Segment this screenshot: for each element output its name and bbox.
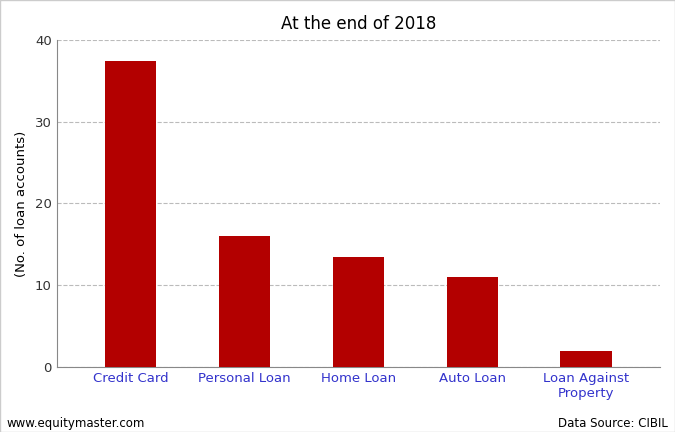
Text: Data Source: CIBIL: Data Source: CIBIL	[558, 417, 668, 430]
Bar	[447, 277, 497, 367]
Text: www.equitymaster.com: www.equitymaster.com	[7, 417, 145, 430]
Bar	[219, 236, 270, 367]
Bar	[560, 350, 612, 367]
Title: At the end of 2018: At the end of 2018	[281, 15, 436, 33]
Y-axis label: (No. of loan accounts): (No. of loan accounts)	[15, 130, 28, 276]
Bar	[105, 60, 157, 367]
Bar	[333, 257, 384, 367]
